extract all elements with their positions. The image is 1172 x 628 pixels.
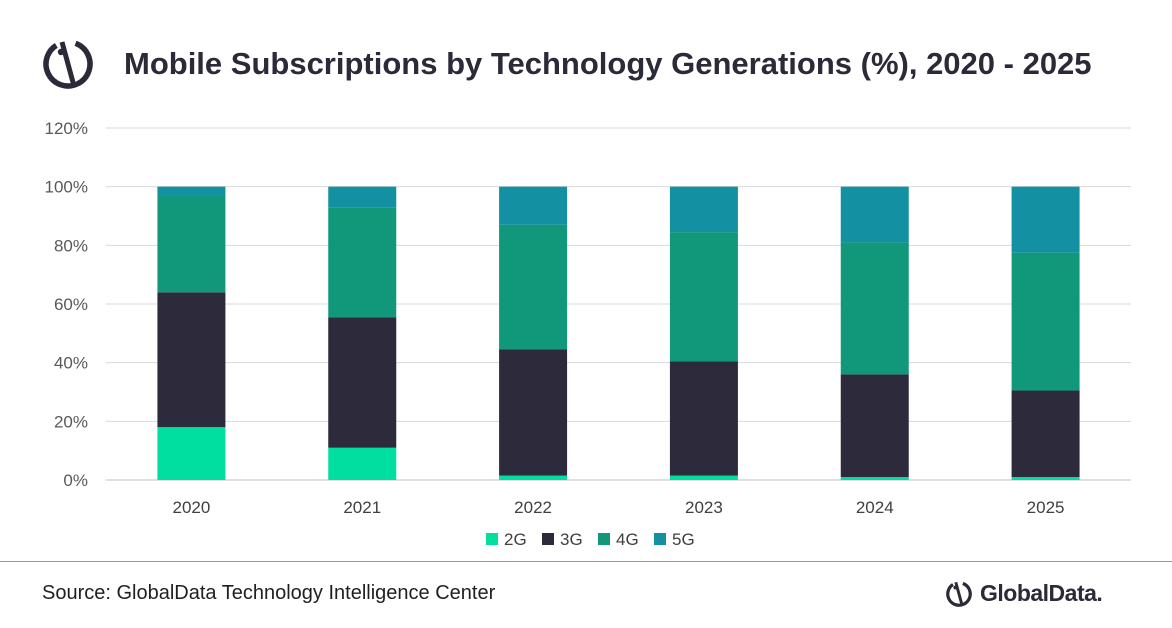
bar-segment-4g-2023: [669, 232, 738, 362]
bar-segment-5g-2022: [499, 186, 568, 225]
bar-segment-3g-2024: [840, 374, 909, 478]
stacked-bar-chart: 0%20%40%60%80%100%120% 2020 2021 2022 2023 2…: [45, 119, 1131, 549]
globaldata-logo-icon: [946, 581, 972, 607]
x-tick-label: 2020: [173, 498, 211, 517]
bar-segment-5g-2024: [840, 186, 909, 243]
source-note: Source: GlobalData Technology Intelligen…: [42, 582, 496, 604]
y-tick-label: 100%: [45, 178, 88, 197]
legend-swatch-5g: [654, 533, 666, 545]
bar-segment-2g-2024: [840, 477, 909, 480]
y-tick-label: 120%: [45, 119, 88, 138]
bar-segment-5g-2025: [1011, 186, 1080, 253]
bar-segment-5g-2021: [328, 186, 397, 208]
bar-segment-3g-2020: [157, 292, 226, 428]
bar-segment-4g-2024: [840, 242, 909, 375]
x-tick-label: 2021: [343, 498, 381, 517]
legend-label-4g: 4G: [616, 530, 639, 549]
bar-segment-2g-2020: [157, 427, 226, 480]
brand-name: GlobalData.: [980, 580, 1103, 606]
chart-legend: 2G 3G 4G 5G: [486, 530, 695, 549]
bar-segment-3g-2025: [1011, 390, 1080, 478]
globaldata-logo-icon: [43, 39, 93, 89]
bar-segment-5g-2020: [157, 186, 226, 196]
x-tick-label: 2023: [685, 498, 723, 517]
bar-series: [157, 186, 1080, 480]
footer-divider: [0, 561, 1172, 562]
globaldata-brand: GlobalData.: [944, 576, 1144, 612]
x-tick-label: 2022: [514, 498, 552, 517]
bar-segment-3g-2021: [328, 317, 397, 448]
bar-segment-4g-2022: [499, 224, 568, 350]
bar-segment-2g-2025: [1011, 477, 1080, 480]
y-tick-label: 0%: [63, 471, 88, 490]
x-tick-label: 2025: [1027, 498, 1065, 517]
bar-segment-5g-2023: [669, 186, 738, 233]
bar-segment-2g-2023: [669, 475, 738, 480]
bar-segment-3g-2023: [669, 361, 738, 476]
bar-segment-4g-2020: [157, 195, 226, 293]
gridlines: [106, 127, 1131, 481]
legend-swatch-4g: [598, 533, 610, 545]
y-axis-tick-labels: 0% 20% 40% 60% 80% 100% 120%: [45, 119, 88, 490]
bar-segment-2g-2022: [499, 475, 568, 480]
legend-label-2g: 2G: [504, 530, 527, 549]
legend-swatch-2g: [486, 533, 498, 545]
chart-header: Mobile Subscriptions by Technology Gener…: [0, 0, 1172, 110]
bar-segment-4g-2021: [328, 207, 397, 318]
chart-title: Mobile Subscriptions by Technology Gener…: [124, 46, 1092, 81]
y-tick-label: 20%: [54, 412, 88, 431]
y-tick-label: 40%: [54, 354, 88, 373]
y-tick-label: 60%: [54, 295, 88, 314]
legend-label-3g: 3G: [560, 530, 583, 549]
legend-swatch-3g: [542, 533, 554, 545]
x-tick-label: 2024: [856, 498, 894, 517]
y-tick-label: 80%: [54, 236, 88, 255]
bar-segment-2g-2021: [328, 447, 397, 480]
legend-label-5g: 5G: [672, 530, 695, 549]
bar-segment-4g-2025: [1011, 252, 1080, 391]
x-axis-tick-labels: 2020 2021 2022 2023 2024 2025: [173, 498, 1065, 517]
bar-segment-3g-2022: [499, 349, 568, 476]
